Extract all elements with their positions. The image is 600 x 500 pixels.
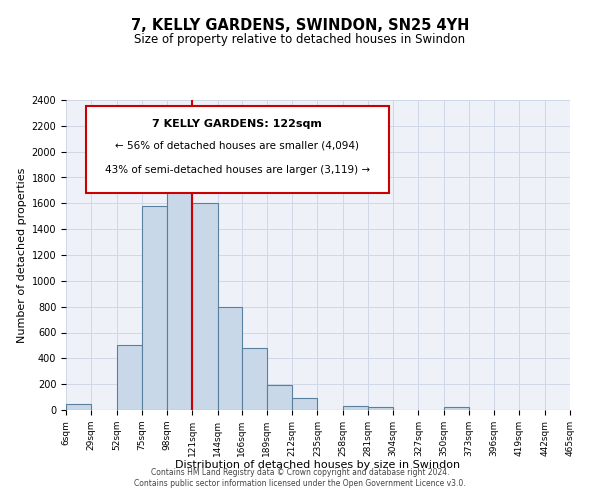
Bar: [218, 306, 242, 410]
Bar: [242, 348, 267, 410]
Text: ← 56% of detached houses are smaller (4,094): ← 56% of detached houses are smaller (4,…: [115, 140, 359, 150]
Bar: [267, 386, 292, 410]
Bar: [192, 204, 218, 410]
Text: Size of property relative to detached houses in Swindon: Size of property relative to detached ho…: [134, 32, 466, 46]
Text: 7, KELLY GARDENS, SWINDON, SN25 4YH: 7, KELLY GARDENS, SWINDON, SN25 4YH: [131, 18, 469, 32]
Bar: [444, 408, 469, 410]
Text: Contains HM Land Registry data © Crown copyright and database right 2024.
Contai: Contains HM Land Registry data © Crown c…: [134, 468, 466, 487]
FancyBboxPatch shape: [86, 106, 389, 193]
Bar: [116, 346, 142, 410]
Bar: [368, 407, 393, 410]
Bar: [142, 206, 167, 410]
Bar: [167, 158, 192, 410]
X-axis label: Distribution of detached houses by size in Swindon: Distribution of detached houses by size …: [175, 460, 461, 470]
Bar: [292, 398, 317, 410]
Bar: [66, 404, 91, 410]
Text: 7 KELLY GARDENS: 122sqm: 7 KELLY GARDENS: 122sqm: [152, 118, 322, 128]
Y-axis label: Number of detached properties: Number of detached properties: [17, 168, 28, 342]
Text: 43% of semi-detached houses are larger (3,119) →: 43% of semi-detached houses are larger (…: [105, 165, 370, 175]
Bar: [343, 406, 368, 410]
